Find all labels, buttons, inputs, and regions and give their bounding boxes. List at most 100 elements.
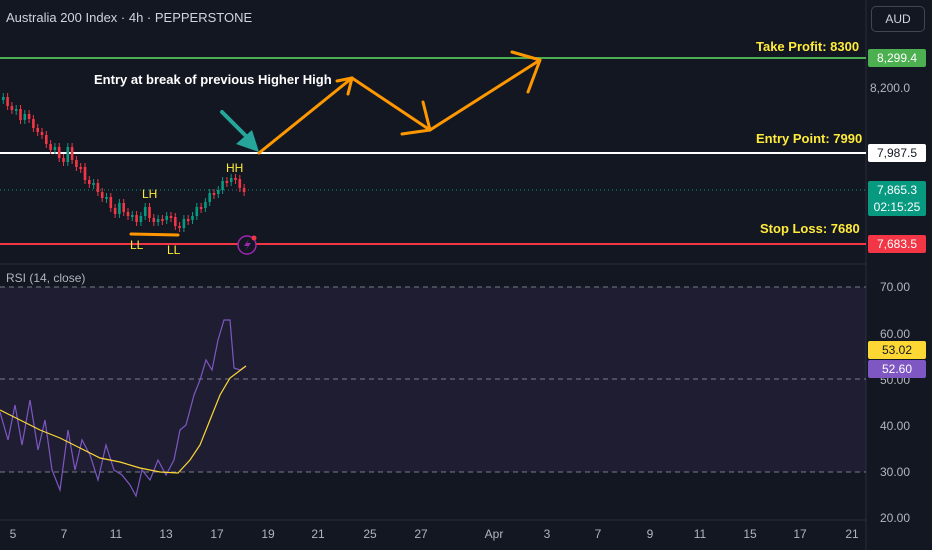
candle-body [225,181,229,183]
path-down [350,76,432,132]
entry-price-badge: 7,987.5 [868,144,926,162]
time-axis-label: 27 [414,527,428,541]
candle-body [156,219,160,222]
ll-label-1[interactable]: LL [130,238,144,252]
candle-body [242,188,246,192]
candle-body [92,183,95,185]
candle-body [53,147,57,150]
entry-point-label[interactable]: Entry Point: 7990 [756,131,863,146]
candle-body [79,167,82,169]
candle-body [234,178,237,180]
take-profit-price-badge: 8,299.4 [868,49,926,67]
time-axis-label: 7 [60,527,68,541]
candle-body [105,197,108,199]
time-axis-label: 21 [845,527,859,541]
time-axis-label: 7 [594,527,602,541]
candle-body [62,158,65,162]
ll-underline [129,232,180,237]
ll-label-2[interactable]: LL [167,243,181,257]
rsi-axis-60: 60.00 [879,327,910,341]
candle-body [195,207,199,216]
candle-body [135,215,138,222]
rsi-ma-badge: 53.02 [868,341,926,359]
rsi-axis-20: 20.00 [879,511,910,525]
time-axis-label: 11 [109,527,123,541]
time-axis-label: 5 [9,527,17,541]
candle-body [23,114,27,120]
candle-body [10,106,14,110]
candle-body [19,109,22,120]
candle-body [199,207,203,209]
time-axis-label: Apr [484,527,504,541]
candle-body [131,215,134,217]
candle-body [88,180,91,184]
path-up-2 [428,58,542,132]
candle-body [161,219,164,221]
candle-body [118,203,121,214]
time-axis-label: 25 [363,527,377,541]
time-axis-label: 21 [311,527,325,541]
candle-body [126,212,130,216]
candle-body [57,147,61,158]
countdown-badge: 02:15:25 [868,198,926,216]
rsi-axis-40: 40.00 [879,419,910,433]
time-axis-label: 9 [646,527,654,541]
candle-body [83,167,87,180]
time-axis-label: 11 [693,527,707,541]
candle-body [169,216,173,218]
candle-body [174,217,177,226]
candle-body [45,135,48,144]
candle-body [66,147,70,162]
entry-note-label[interactable]: Entry at break of previous Higher High [94,72,332,87]
lh-label[interactable]: LH [142,187,158,201]
projected-path-arrows[interactable] [257,50,542,155]
candle-body [143,207,147,216]
rsi-value-badge: 52.60 [868,360,926,378]
candlestick-series [2,93,246,232]
candle-body [191,216,194,220]
path-up-1 [257,76,354,155]
candle-body [212,193,216,195]
candle-body [221,181,224,190]
candle-body [100,192,104,198]
candle-body [148,207,151,218]
candle-body [6,97,9,106]
currency-button[interactable]: AUD [871,6,925,32]
stop-loss-label[interactable]: Stop Loss: 7680 [760,221,860,236]
candle-body [204,202,207,208]
arrowhead-3 [510,50,542,94]
rsi-axis-30: 30.00 [879,465,910,479]
symbol-title[interactable]: Australia 200 Index · 4h · PEPPERSTONE [6,10,253,25]
candle-body [238,179,242,188]
candle-body [217,190,220,194]
candle-body [122,203,125,212]
candle-body [14,109,18,111]
candle-body [229,178,233,182]
price-axis-label-8200: 8,200.0 [869,81,910,95]
candle-body [75,160,78,167]
time-axis-label: 3 [543,527,551,541]
hh-label[interactable]: HH [226,161,244,175]
candle-body [70,147,74,160]
teal-arrow[interactable] [220,110,259,152]
rsi-indicator-label[interactable]: RSI (14, close) [6,271,86,285]
time-axis-label: 19 [261,527,275,541]
rsi-ma-line [0,365,247,474]
candle-body [36,128,39,132]
take-profit-label[interactable]: Take Profit: 8300 [756,39,860,54]
time-axis-label: 17 [210,527,224,541]
current-price-badge: 7,865.3 [868,181,926,199]
candle-body [139,216,143,222]
lightning-icon[interactable] [237,235,257,255]
candle-body [178,226,181,228]
candle-body [96,183,100,192]
candle-body [165,216,168,220]
rsi-line [0,319,247,498]
candle-body [208,193,211,202]
time-axis-label: 15 [743,527,757,541]
candle-body [2,97,5,100]
candle-body [109,197,113,208]
candle-body [32,119,35,128]
candle-body [49,144,52,150]
